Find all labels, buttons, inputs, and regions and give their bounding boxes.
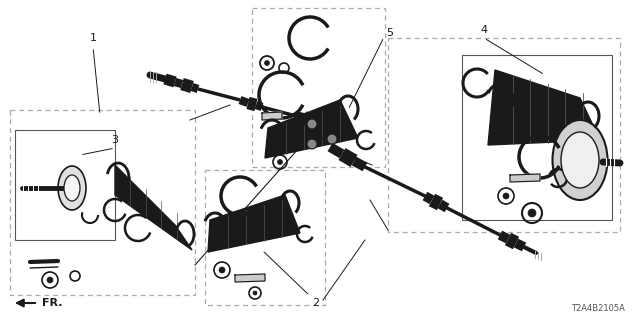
Polygon shape [510,174,540,182]
Polygon shape [208,195,300,252]
Circle shape [503,193,509,199]
Circle shape [47,277,53,283]
Circle shape [528,209,536,217]
Text: FR.: FR. [42,298,63,308]
Circle shape [307,139,317,149]
Ellipse shape [552,120,607,200]
Text: 5: 5 [387,28,394,38]
Text: 4: 4 [481,25,488,35]
Circle shape [219,267,225,273]
Circle shape [264,60,269,66]
Circle shape [327,134,337,144]
Ellipse shape [64,175,80,201]
Text: 2: 2 [312,298,319,308]
Polygon shape [235,274,265,282]
Text: T2A4B2105A: T2A4B2105A [571,304,625,313]
Text: 6: 6 [559,95,566,105]
Polygon shape [265,100,358,158]
Text: 3: 3 [111,135,118,145]
Circle shape [307,119,317,129]
Circle shape [278,159,282,164]
Polygon shape [262,112,282,120]
Polygon shape [488,70,600,145]
Ellipse shape [58,166,86,210]
Polygon shape [115,165,192,250]
Circle shape [253,291,257,295]
Text: 1: 1 [90,33,97,43]
Ellipse shape [561,132,599,188]
